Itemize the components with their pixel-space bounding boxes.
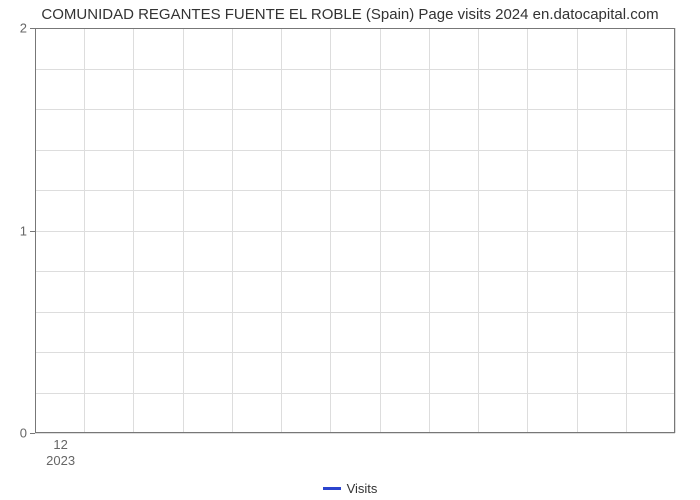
y-tick-mark <box>30 433 35 434</box>
y-tick-label: 1 <box>20 223 27 238</box>
chart-title: COMUNIDAD REGANTES FUENTE EL ROBLE (Spai… <box>0 6 700 23</box>
grid-line-horizontal <box>35 150 675 151</box>
legend: Visits <box>0 480 700 496</box>
grid-line-horizontal <box>35 393 675 394</box>
legend-label: Visits <box>347 481 378 496</box>
y-tick-mark <box>30 231 35 232</box>
x-tick-label: 12 <box>53 437 67 452</box>
chart-container: COMUNIDAD REGANTES FUENTE EL ROBLE (Spai… <box>0 0 700 500</box>
grid-line-horizontal <box>35 352 675 353</box>
grid-line-horizontal <box>35 28 675 29</box>
x-sub-label: 2023 <box>46 453 75 468</box>
grid-line-horizontal <box>35 69 675 70</box>
y-tick-mark <box>30 28 35 29</box>
legend-swatch <box>323 487 341 490</box>
grid-line-vertical <box>675 28 676 433</box>
y-tick-label: 2 <box>20 21 27 36</box>
grid-line-horizontal <box>35 433 675 434</box>
grid-line-horizontal <box>35 109 675 110</box>
grid-line-horizontal <box>35 271 675 272</box>
plot-area: 012 122023 <box>35 28 675 433</box>
grid-line-horizontal <box>35 312 675 313</box>
grid-line-horizontal <box>35 231 675 232</box>
grid-line-horizontal <box>35 190 675 191</box>
y-tick-label: 0 <box>20 426 27 441</box>
